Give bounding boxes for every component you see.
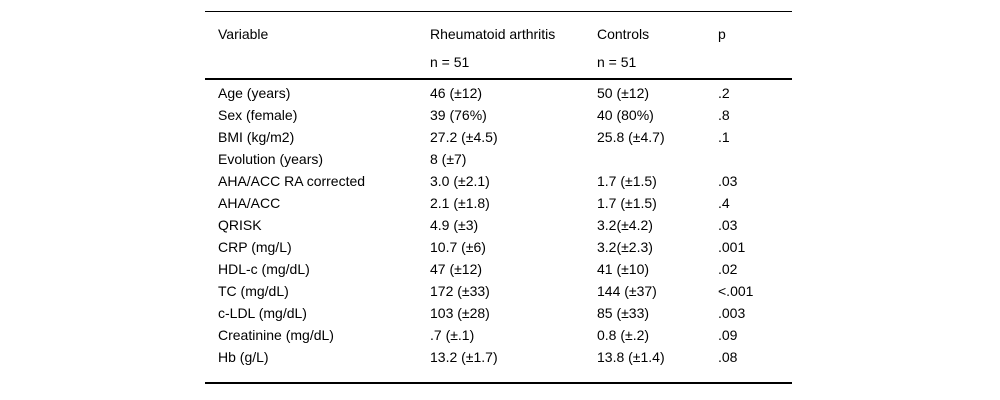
cell-rheumatoid-arthritis-value: 47 (±12) xyxy=(430,261,483,277)
cell-rheumatoid-arthritis-value: 27.2 (±4.5) xyxy=(430,129,498,145)
table-header-row: Variable Rheumatoid arthritis n = 51 Con… xyxy=(205,12,792,80)
column-header-sublabel xyxy=(218,48,430,76)
table-row: Age (years) 46 (±12) 50 (±12) .2 xyxy=(218,82,792,104)
cell-p-value: <.001 xyxy=(718,283,754,299)
cell-rheumatoid-arthritis-value: 2.1 (±1.8) xyxy=(430,195,490,211)
cell-variable: HDL-c (mg/dL) xyxy=(218,261,310,277)
cell-p-value: .003 xyxy=(718,305,746,321)
clinical-characteristics-table: Variable Rheumatoid arthritis n = 51 Con… xyxy=(205,11,792,384)
cell-rheumatoid-arthritis-value: .7 (±.1) xyxy=(430,327,475,343)
cell-variable: AHA/ACC RA corrected xyxy=(218,173,366,189)
table-body: Age (years) 46 (±12) 50 (±12) .2 Sex (fe… xyxy=(205,80,792,382)
cell-rheumatoid-arthritis-value: 10.7 (±6) xyxy=(430,239,486,255)
column-header: Controls n = 51 xyxy=(597,20,718,76)
cell-controls-value: 1.7 (±1.5) xyxy=(597,173,657,189)
cell-rheumatoid-arthritis-value: 13.2 (±1.7) xyxy=(430,349,498,365)
cell-rheumatoid-arthritis-value: 172 (±33) xyxy=(430,283,490,299)
column-header-sublabel: n = 51 xyxy=(597,54,637,70)
cell-variable: AHA/ACC xyxy=(218,195,281,211)
cell-p-value: .8 xyxy=(718,107,730,123)
table-row: AHA/ACC RA corrected 3.0 (±2.1) 1.7 (±1.… xyxy=(218,170,792,192)
cell-controls-value: 50 (±12) xyxy=(597,85,650,101)
column-header: Rheumatoid arthritis n = 51 xyxy=(430,20,597,76)
cell-variable: BMI (kg/m2) xyxy=(218,129,295,145)
cell-controls-value: 25.8 (±4.7) xyxy=(597,129,665,145)
cell-variable: Creatinine (mg/dL) xyxy=(218,327,334,343)
table-row: BMI (kg/m2) 27.2 (±4.5) 25.8 (±4.7) .1 xyxy=(218,126,792,148)
cell-controls-value: 41 (±10) xyxy=(597,261,650,277)
table-row: AHA/ACC 2.1 (±1.8) 1.7 (±1.5) .4 xyxy=(218,192,792,214)
cell-rheumatoid-arthritis-value: 39 (76%) xyxy=(430,107,487,123)
column-header-label: Variable xyxy=(218,26,269,42)
cell-controls-value: 1.7 (±1.5) xyxy=(597,195,657,211)
cell-controls-value: 13.8 (±1.4) xyxy=(597,349,665,365)
table-row: Creatinine (mg/dL) .7 (±.1) 0.8 (±.2) .0… xyxy=(218,324,792,346)
column-header-sublabel xyxy=(718,48,792,76)
cell-controls-value: 40 (80%) xyxy=(597,107,654,123)
cell-controls-value: 85 (±33) xyxy=(597,305,650,321)
cell-variable: Evolution (years) xyxy=(218,151,324,167)
cell-rheumatoid-arthritis-value: 103 (±28) xyxy=(430,305,490,321)
column-header: p xyxy=(718,20,792,76)
column-header-label: Controls xyxy=(597,26,650,42)
cell-p-value: .02 xyxy=(718,261,738,277)
cell-p-value: .09 xyxy=(718,327,738,343)
cell-p-value: .03 xyxy=(718,217,738,233)
table-row: HDL-c (mg/dL) 47 (±12) 41 (±10) .02 xyxy=(218,258,792,280)
cell-variable: c-LDL (mg/dL) xyxy=(218,305,307,321)
cell-variable: TC (mg/dL) xyxy=(218,283,289,299)
table-row: Sex (female) 39 (76%) 40 (80%) .8 xyxy=(218,104,792,126)
table-row: c-LDL (mg/dL) 103 (±28) 85 (±33) .003 xyxy=(218,302,792,324)
cell-controls-value: 0.8 (±.2) xyxy=(597,327,650,343)
cell-p-value: .08 xyxy=(718,349,738,365)
column-header-sublabel: n = 51 xyxy=(430,54,470,70)
cell-p-value: .03 xyxy=(718,173,738,189)
cell-p-value: .4 xyxy=(718,195,730,211)
cell-p-value: .1 xyxy=(718,129,730,145)
cell-controls-value xyxy=(597,148,718,170)
cell-rheumatoid-arthritis-value: 8 (±7) xyxy=(430,151,467,167)
cell-variable: Hb (g/L) xyxy=(218,349,269,365)
cell-p-value xyxy=(718,148,792,170)
table-row: QRISK 4.9 (±3) 3.2(±4.2) .03 xyxy=(218,214,792,236)
cell-controls-value: 144 (±37) xyxy=(597,283,657,299)
cell-variable: CRP (mg/L) xyxy=(218,239,292,255)
table-row: TC (mg/dL) 172 (±33) 144 (±37) <.001 xyxy=(218,280,792,302)
table-row: CRP (mg/L) 10.7 (±6) 3.2(±2.3) .001 xyxy=(218,236,792,258)
table-row: Hb (g/L) 13.2 (±1.7) 13.8 (±1.4) .08 xyxy=(218,346,792,368)
column-header-label: Rheumatoid arthritis xyxy=(430,26,556,42)
table-row: Evolution (years) 8 (±7) xyxy=(218,148,792,170)
cell-rheumatoid-arthritis-value: 4.9 (±3) xyxy=(430,217,479,233)
cell-controls-value: 3.2(±2.3) xyxy=(597,239,653,255)
column-header-label: p xyxy=(718,26,726,42)
cell-variable: QRISK xyxy=(218,217,262,233)
cell-controls-value: 3.2(±4.2) xyxy=(597,217,653,233)
column-header: Variable xyxy=(218,20,430,76)
cell-rheumatoid-arthritis-value: 46 (±12) xyxy=(430,85,483,101)
cell-variable: Age (years) xyxy=(218,85,291,101)
cell-variable: Sex (female) xyxy=(218,107,298,123)
cell-p-value: .2 xyxy=(718,85,730,101)
cell-p-value: .001 xyxy=(718,239,746,255)
cell-rheumatoid-arthritis-value: 3.0 (±2.1) xyxy=(430,173,490,189)
